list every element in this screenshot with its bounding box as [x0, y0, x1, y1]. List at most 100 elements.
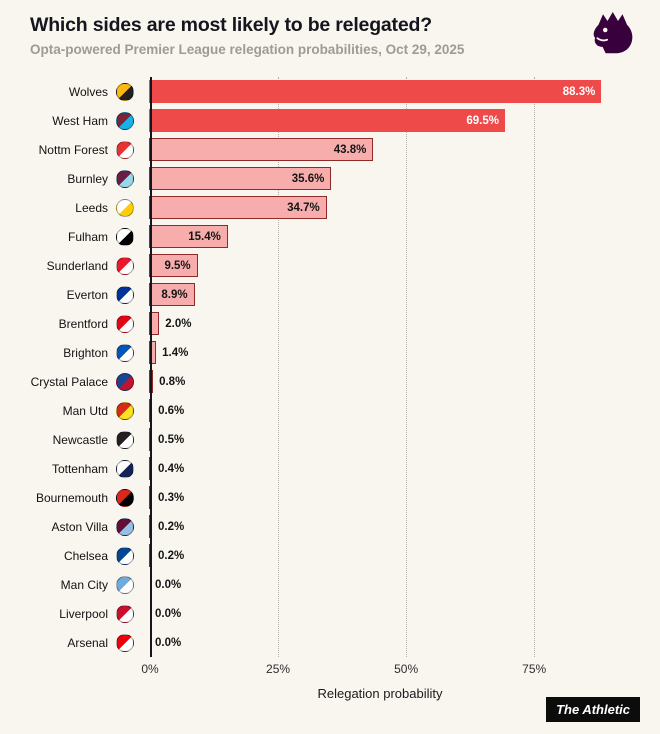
team-label: Wolves	[68, 84, 108, 99]
chart-row: Arsenal 0.0%	[20, 628, 610, 657]
team-label: Sunderland	[46, 258, 108, 273]
team-label: Nottm Forest	[38, 142, 108, 157]
probability-bar	[149, 341, 157, 364]
value-label: 0.8%	[159, 375, 186, 388]
chart-header: Which sides are most likely to be relega…	[0, 0, 660, 57]
team-label: Burnley	[67, 171, 108, 186]
chart-row: West Ham 69.5%	[20, 106, 610, 135]
everton-crest-icon	[116, 285, 134, 304]
bar-track: 8.9%	[149, 283, 610, 306]
x-axis-tick: 0%	[141, 662, 159, 676]
chart-row: Nottm Forest 43.8%	[20, 135, 610, 164]
tottenham-crest-icon	[116, 459, 134, 478]
page-title: Which sides are most likely to be relega…	[30, 14, 432, 36]
brighton-crest-icon	[116, 343, 134, 362]
team-label: Arsenal	[67, 635, 108, 650]
wolves-crest-icon	[116, 82, 134, 101]
page-subtitle: Opta-powered Premier League relegation p…	[30, 42, 465, 57]
team-label: Man Utd	[62, 403, 108, 418]
x-axis-title: Relegation probability	[317, 686, 443, 701]
x-axis-ticks: 0% 25% 50% 75%	[141, 662, 610, 677]
team-label: Fulham	[67, 229, 108, 244]
man-utd-crest-icon	[116, 401, 134, 420]
probability-bar	[149, 312, 160, 335]
value-label: 0.5%	[158, 433, 185, 446]
team-label: Leeds	[75, 200, 108, 215]
team-label: Crystal Palace	[30, 374, 108, 389]
y-axis-line	[150, 77, 152, 657]
value-label: 8.9%	[161, 288, 188, 301]
team-label: Liverpool	[59, 606, 108, 621]
gridline-layer	[150, 77, 610, 657]
chart-row: Sunderland 9.5%	[20, 251, 610, 280]
newcastle-crest-icon	[116, 430, 134, 449]
aston-villa-crest-icon	[116, 517, 134, 536]
chart-row: Leeds 34.7%	[20, 193, 610, 222]
chart-row: Brentford 2.0%	[20, 309, 610, 338]
fulham-crest-icon	[116, 227, 134, 246]
bar-track: 0.5%	[149, 428, 610, 451]
brentford-crest-icon	[116, 314, 134, 333]
value-label: 35.6%	[291, 172, 325, 185]
sunderland-crest-icon	[116, 256, 134, 275]
gridline	[534, 77, 536, 657]
x-axis-tick: 75%	[522, 662, 547, 676]
value-label: 0.0%	[155, 578, 182, 591]
chart-row: Everton 8.9%	[20, 280, 610, 309]
value-label: 0.0%	[155, 607, 182, 620]
bar-track: 0.4%	[149, 457, 610, 480]
value-label: 34.7%	[287, 201, 320, 214]
probability-bar: 88.3%	[149, 80, 602, 103]
probability-bar: 15.4%	[149, 225, 228, 248]
bar-track: 9.5%	[149, 254, 610, 277]
gridline	[278, 77, 280, 657]
x-axis: 0% 25% 50% 75%	[141, 662, 610, 677]
liverpool-crest-icon	[116, 604, 134, 623]
value-label: 15.4%	[188, 230, 221, 243]
team-label: Everton	[66, 287, 108, 302]
chart-row: Tottenham 0.4%	[20, 454, 610, 483]
bar-track: 43.8%	[149, 138, 610, 161]
chelsea-crest-icon	[116, 546, 134, 565]
probability-bar: 35.6%	[149, 167, 332, 190]
probability-bar: 34.7%	[149, 196, 327, 219]
value-label: 69.5%	[466, 114, 499, 127]
team-label: Man City	[60, 577, 108, 592]
chart-row: Aston Villa 0.2%	[20, 512, 610, 541]
team-label: Newcastle	[52, 432, 108, 447]
bar-track: 0.3%	[149, 486, 610, 509]
bar-track: 0.0%	[149, 631, 610, 654]
bar-track: 0.2%	[149, 544, 610, 567]
bar-track: 69.5%	[149, 109, 610, 132]
chart-row: Bournemouth 0.3%	[20, 483, 610, 512]
bar-track: 15.4%	[149, 225, 610, 248]
bar-track: 0.0%	[149, 602, 610, 625]
bar-track: 88.3%	[149, 80, 610, 103]
value-label: 9.5%	[164, 259, 191, 272]
value-label: 0.3%	[158, 491, 185, 504]
team-label: Chelsea	[63, 548, 108, 563]
value-label: 1.4%	[162, 346, 189, 359]
arsenal-crest-icon	[116, 633, 134, 652]
chart-row: Liverpool 0.0%	[20, 599, 610, 628]
bar-track: 0.8%	[149, 370, 610, 393]
value-label: 0.2%	[158, 520, 185, 533]
team-label: Aston Villa	[51, 519, 108, 534]
bar-track: 34.7%	[149, 196, 610, 219]
team-label: Tottenham	[51, 461, 108, 476]
bar-track: 0.2%	[149, 515, 610, 538]
team-label: Brighton	[63, 345, 108, 360]
burnley-crest-icon	[116, 169, 134, 188]
leeds-crest-icon	[116, 198, 134, 217]
x-axis-tick: 50%	[394, 662, 419, 676]
value-label: 0.2%	[158, 549, 185, 562]
chart-row: Man City 0.0%	[20, 570, 610, 599]
bar-chart: Wolves 88.3% West Ham 69.5% Nottm Forest 43.8…	[0, 77, 660, 657]
team-label: Brentford	[58, 316, 108, 331]
value-label: 88.3%	[562, 85, 596, 98]
chart-row: Crystal Palace 0.8%	[20, 367, 610, 396]
west-ham-crest-icon	[116, 111, 134, 130]
premier-league-logo	[593, 12, 633, 54]
chart-row: Burnley 35.6%	[20, 164, 610, 193]
probability-bar: 9.5%	[149, 254, 198, 277]
